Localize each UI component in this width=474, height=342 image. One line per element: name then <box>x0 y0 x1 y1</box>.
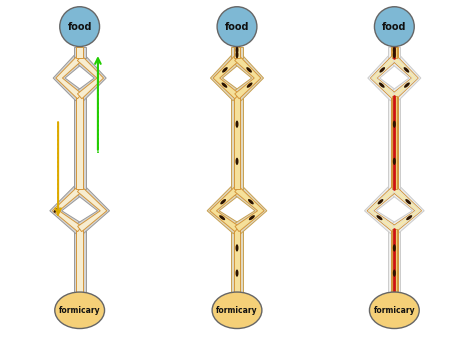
Polygon shape <box>234 96 240 189</box>
Polygon shape <box>53 187 82 232</box>
Ellipse shape <box>379 82 384 88</box>
Ellipse shape <box>236 47 238 54</box>
Ellipse shape <box>246 67 252 73</box>
Polygon shape <box>76 185 109 234</box>
Polygon shape <box>56 56 82 99</box>
Polygon shape <box>388 47 401 58</box>
Polygon shape <box>393 56 417 98</box>
Polygon shape <box>77 187 107 232</box>
Text: formicary: formicary <box>374 306 415 315</box>
Ellipse shape <box>393 269 396 277</box>
Polygon shape <box>372 56 396 98</box>
Ellipse shape <box>212 292 262 329</box>
Ellipse shape <box>219 215 225 220</box>
Ellipse shape <box>393 158 396 165</box>
Polygon shape <box>73 229 86 292</box>
Polygon shape <box>210 187 239 232</box>
Ellipse shape <box>236 269 238 277</box>
Ellipse shape <box>54 207 59 213</box>
Polygon shape <box>213 56 239 99</box>
Polygon shape <box>365 185 398 234</box>
Polygon shape <box>371 56 397 99</box>
Ellipse shape <box>393 120 396 128</box>
Text: formicary: formicary <box>59 306 100 315</box>
Polygon shape <box>50 185 84 234</box>
Polygon shape <box>73 47 86 58</box>
Polygon shape <box>207 185 241 234</box>
Ellipse shape <box>220 199 226 205</box>
Ellipse shape <box>393 244 396 252</box>
Circle shape <box>217 7 257 47</box>
Polygon shape <box>392 96 397 189</box>
Polygon shape <box>73 96 86 189</box>
Polygon shape <box>392 47 397 58</box>
Ellipse shape <box>376 215 383 220</box>
Polygon shape <box>390 185 424 234</box>
Polygon shape <box>233 54 264 101</box>
Text: food: food <box>225 22 249 32</box>
Polygon shape <box>392 187 421 232</box>
Text: food: food <box>382 22 407 32</box>
Ellipse shape <box>405 199 411 205</box>
Ellipse shape <box>246 82 253 88</box>
Ellipse shape <box>248 199 254 205</box>
Ellipse shape <box>404 67 409 73</box>
Polygon shape <box>367 187 397 232</box>
Ellipse shape <box>406 215 412 220</box>
Ellipse shape <box>393 51 396 58</box>
Polygon shape <box>235 56 261 99</box>
Ellipse shape <box>393 47 396 54</box>
Polygon shape <box>210 54 241 101</box>
Polygon shape <box>77 56 103 99</box>
Ellipse shape <box>236 244 238 252</box>
Polygon shape <box>235 187 264 232</box>
Ellipse shape <box>236 158 238 165</box>
Ellipse shape <box>55 292 105 329</box>
Ellipse shape <box>221 82 228 88</box>
Polygon shape <box>390 54 421 101</box>
Polygon shape <box>388 96 401 189</box>
Ellipse shape <box>236 120 238 128</box>
Polygon shape <box>391 229 398 292</box>
Ellipse shape <box>249 215 255 220</box>
Polygon shape <box>391 47 398 58</box>
Ellipse shape <box>404 82 410 88</box>
Ellipse shape <box>236 51 238 58</box>
Polygon shape <box>368 187 396 231</box>
Polygon shape <box>76 47 83 58</box>
Polygon shape <box>368 54 399 101</box>
Polygon shape <box>231 96 243 189</box>
Polygon shape <box>75 54 106 101</box>
Ellipse shape <box>369 292 419 329</box>
Ellipse shape <box>379 67 385 73</box>
Polygon shape <box>76 96 83 189</box>
Polygon shape <box>231 229 243 292</box>
Polygon shape <box>76 229 83 292</box>
Polygon shape <box>392 56 418 99</box>
Polygon shape <box>53 54 84 101</box>
Text: food: food <box>67 22 92 32</box>
Circle shape <box>60 7 100 47</box>
Text: formicary: formicary <box>216 306 258 315</box>
Ellipse shape <box>378 199 383 205</box>
Polygon shape <box>392 229 397 292</box>
Polygon shape <box>233 185 267 234</box>
Polygon shape <box>388 229 401 292</box>
Polygon shape <box>393 187 420 231</box>
Polygon shape <box>234 229 240 292</box>
Polygon shape <box>231 47 243 58</box>
Polygon shape <box>234 47 240 58</box>
Polygon shape <box>391 96 398 189</box>
Circle shape <box>374 7 414 47</box>
Ellipse shape <box>222 67 228 73</box>
